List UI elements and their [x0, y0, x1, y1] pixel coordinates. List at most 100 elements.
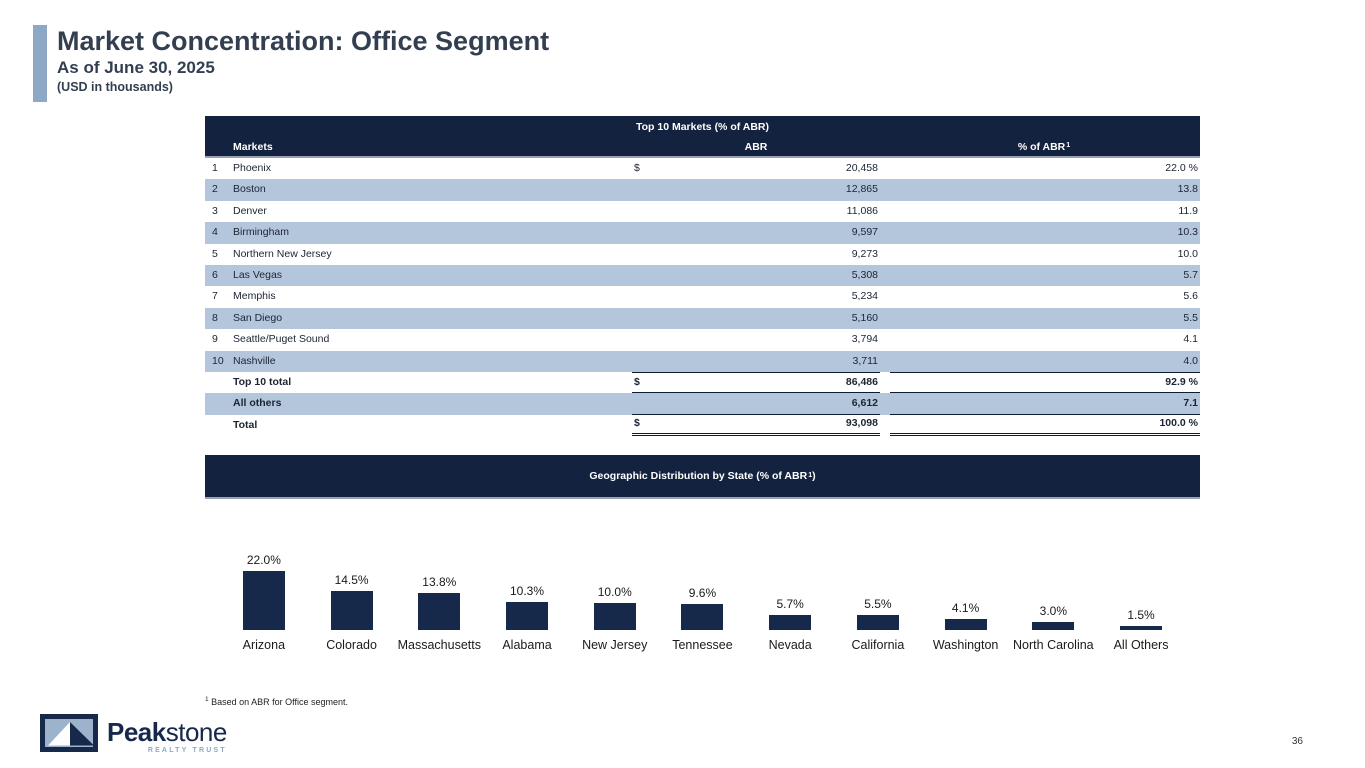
bar-cell-arizona: 22.0%: [220, 553, 308, 630]
title-block: Market Concentration: Office Segment As …: [57, 26, 549, 94]
bar-category-label: Alabama: [502, 638, 552, 652]
table-row: 3 Denver 11,086 11.9: [205, 201, 1200, 222]
bar-category-label: North Carolina: [1013, 638, 1094, 652]
dollar-sign: $: [634, 162, 640, 174]
row-market: Nashville: [233, 354, 276, 367]
table-row: 8 San Diego 5,160 5.5: [205, 307, 1200, 330]
row-market: San Diego: [233, 311, 283, 324]
total-label: All others: [233, 397, 282, 410]
row-abr-value: 5,160: [851, 311, 878, 324]
col-pct-abr: % of ABR 1: [1017, 140, 1071, 153]
row-abr-cell: 5,234: [632, 286, 880, 307]
bar-california: [856, 615, 899, 630]
row-market: Birmingham: [233, 226, 290, 239]
row-abr-cell: 5,160: [632, 308, 880, 329]
dollar-sign: $: [634, 417, 640, 430]
table-column-headers: Markets ABR % of ABR 1: [205, 137, 1200, 156]
total-abr-cell: 6,612: [632, 393, 880, 415]
bar-value-label: 5.5%: [864, 597, 892, 612]
peakstone-logo: Peakstone REALTY TRUST: [40, 714, 227, 754]
bar-cell-california: 5.5%: [834, 597, 922, 630]
units-note: (USD in thousands): [57, 79, 173, 94]
table-row-all-others: All others 6,612 7.1: [205, 393, 1200, 415]
total-abr-cell: $86,486: [632, 371, 880, 394]
row-pct-value: 4.1: [1183, 333, 1198, 346]
bar-value-label: 5.7%: [776, 596, 804, 611]
page-number: 36: [1291, 736, 1303, 747]
row-abr-value: 5,308: [851, 268, 878, 281]
row-pct-value: 5.6: [1183, 290, 1198, 303]
row-abr-value: 3,711: [852, 354, 879, 367]
peakstone-mountain-icon: [40, 714, 98, 752]
bar-cell-alabama: 10.3%: [483, 584, 571, 630]
row-market: Northern New Jersey: [233, 247, 332, 260]
row-rank: 6: [212, 268, 218, 281]
bar-nevada: [769, 614, 812, 630]
bar-value-label: 22.0%: [246, 552, 281, 567]
logo-text: Peakstone REALTY TRUST: [107, 719, 227, 754]
bar-tennessee: [681, 604, 724, 630]
bar-cell-colorado: 14.5%: [308, 573, 396, 630]
bar-category-label: Arizona: [242, 638, 286, 652]
page-subtitle: As of June 30, 2025: [57, 58, 215, 78]
bar-cell-new-jersey: 10.0%: [571, 585, 659, 630]
row-market: Phoenix: [233, 162, 271, 174]
footnote: 1 Based on ABR for Office segment.: [205, 696, 349, 707]
table-row: 7 Memphis 5,234 5.6: [205, 286, 1200, 307]
bar-cell-all-others: 1.5%: [1097, 608, 1185, 630]
bar-new-jersey: [593, 603, 636, 630]
row-abr-cell: 12,865: [632, 179, 880, 200]
bar-cell-tennessee: 9.6%: [659, 586, 747, 630]
row-market: Seattle/Puget Sound: [233, 333, 330, 346]
brand-name: Peakstone: [107, 717, 227, 747]
row-abr-value: 20,458: [845, 162, 878, 174]
dollar-sign: $: [634, 375, 640, 388]
row-pct-value: 4.0: [1183, 354, 1198, 367]
bar-value-label: 14.5%: [334, 572, 369, 587]
bar-colorado: [330, 590, 373, 630]
table-row: 5 Northern New Jersey 9,273 10.0: [205, 244, 1200, 265]
table-row: 4 Birmingham 9,597 10.3: [205, 222, 1200, 244]
col-abr: ABR: [744, 140, 768, 153]
row-market: Las Vegas: [233, 268, 283, 281]
bar-category-label: Tennessee: [672, 638, 733, 652]
total-abr-value: 86,486: [845, 375, 878, 388]
row-abr-cell: 9,273: [632, 244, 880, 265]
footnote-marker: 1: [808, 471, 813, 479]
geo-distribution-bar-chart: 22.0% 14.5% 13.8% 10.3% 10.0% 9.6% 5.7% 5.5% 4.1…: [220, 540, 1185, 654]
row-abr-value: 9,273: [851, 247, 878, 260]
bar-north-carolina: [1032, 621, 1075, 630]
col-markets: Markets: [233, 140, 273, 153]
geo-distribution-header: Geographic Distribution by State (% of A…: [205, 455, 1200, 499]
row-abr-value: 9,597: [851, 226, 878, 239]
row-abr-value: 11,086: [846, 204, 878, 217]
row-rank: 9: [212, 333, 218, 346]
row-rank: 7: [212, 290, 218, 303]
total-pct-value: 7.1: [890, 393, 1200, 415]
page-title: Market Concentration: Office Segment: [57, 26, 550, 56]
row-pct-value: 11.9: [1178, 204, 1198, 217]
total-pct-value: 92.9 %: [890, 371, 1200, 394]
bar-category-label: All Others: [1113, 638, 1169, 652]
row-rank: 8: [212, 311, 218, 324]
table-row-total: Total $93,098 100.0 %: [205, 415, 1200, 437]
title-accent-bar: [33, 25, 47, 102]
bar-value-label: 10.0%: [597, 585, 632, 599]
row-market: Denver: [233, 204, 267, 217]
table-row: 1 Phoenix $20,458 22.0 %: [205, 158, 1200, 179]
row-pct-value: 10.3: [1177, 226, 1198, 239]
row-abr-cell: 5,308: [632, 265, 880, 286]
row-abr-cell: $20,458: [632, 158, 880, 179]
footnote-marker: 1: [1066, 142, 1071, 149]
row-abr-cell: 11,086: [632, 201, 880, 222]
row-rank: 1: [212, 162, 218, 174]
row-rank: 3: [212, 204, 218, 217]
bar-category-label: Washington: [932, 638, 999, 652]
row-pct-value: 5.7: [1183, 268, 1198, 281]
table-row: 6 Las Vegas 5,308 5.7: [205, 264, 1200, 287]
total-abr-cell: $93,098: [632, 415, 880, 437]
bar-category-label: New Jersey: [582, 638, 648, 652]
bar-cell-washington: 4.1%: [922, 601, 1010, 630]
brand-tagline: REALTY TRUST: [147, 747, 227, 754]
bar-value-label: 10.3%: [510, 584, 545, 599]
